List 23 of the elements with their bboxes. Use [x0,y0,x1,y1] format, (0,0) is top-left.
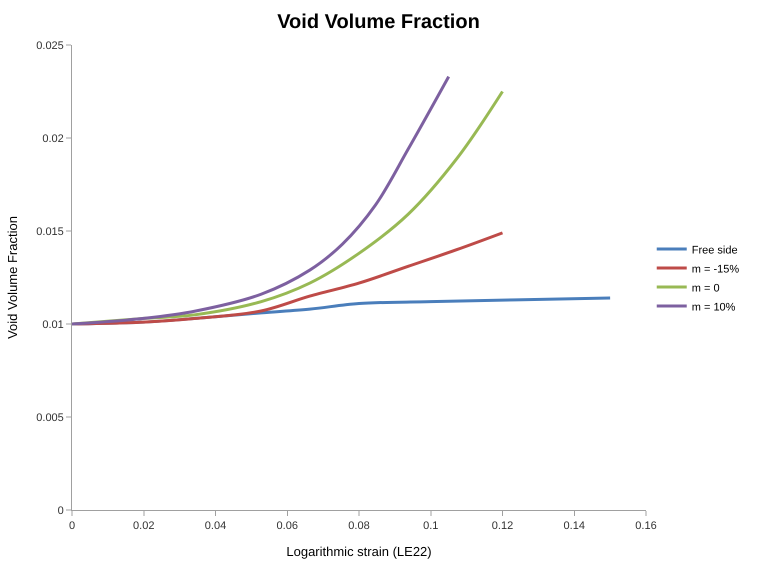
x-tick-label: 0.14 [564,520,585,532]
x-tick-label: 0.1 [423,520,438,532]
x-tick-label: 0.06 [276,520,298,532]
chart-title: Void Volume Fraction [277,11,480,34]
x-tick-label: 0.02 [133,520,154,532]
y-tick-label: 0.015 [36,226,64,238]
x-tick-label: 0.08 [348,520,370,532]
y-tick-label: 0.01 [42,318,64,331]
y-tick-label: 0 [58,504,64,517]
y-axis-title: Void Volume Fraction [5,216,20,339]
x-tick-label: 0.16 [635,520,657,532]
x-tick-label: 0.04 [204,520,226,532]
x-tick-label: 0 [68,520,76,532]
y-tick-label: 0.005 [36,412,64,424]
legend-label: m = 0 [692,282,720,294]
y-tick-label: 0.02 [42,132,64,145]
x-axis-title: Logarithmic strain (LE22) [286,544,432,559]
legend-label: Free side [692,244,738,256]
line-series [72,75,450,326]
legend-label: m = 10% [692,301,736,314]
legend-label: m = -15% [692,263,740,276]
y-tick-label: 0.025 [36,40,64,52]
x-tick-label: 0.12 [492,520,514,532]
